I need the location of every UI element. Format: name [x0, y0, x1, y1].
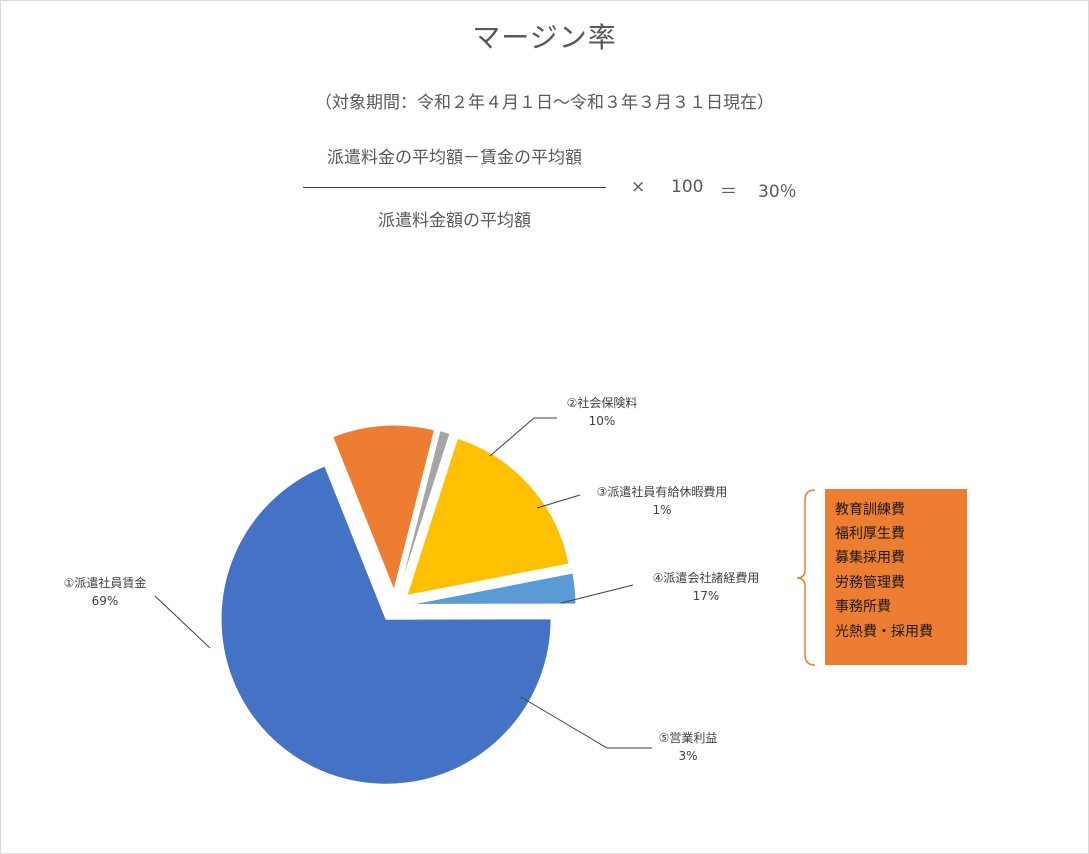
cost-item-2: 福利厚生費: [835, 526, 905, 542]
slice-label-1: ①派遣社員賃金 69%: [40, 574, 170, 610]
chart-title: マージン率: [472, 21, 617, 54]
cost-item-6: 光熱費・採用費: [835, 624, 933, 640]
pie-slice-4: [406, 437, 570, 597]
leader-line-2: [489, 417, 557, 457]
formula-hundred: 100: [671, 177, 704, 197]
formula-equals: ＝: [720, 182, 737, 202]
slice-name-3: ③派遣社員有給休暇費用: [596, 485, 728, 499]
pie-slice-1: [220, 465, 552, 785]
slice-pct-5: 3%: [678, 749, 698, 763]
formula-numerator: 派遣料金の平均額－賃金の平均額: [327, 148, 582, 168]
slice-label-5: ⑤営業利益 3%: [638, 729, 738, 765]
slice-pct-2: 10%: [588, 414, 616, 428]
cost-item-4: 労務管理費: [835, 575, 905, 591]
pie-slice-2: [332, 424, 436, 592]
slice-label-3: ③派遣社員有給休暇費用 1%: [576, 483, 748, 519]
leader-line-5: [520, 696, 652, 749]
leader-line-1: [154, 595, 211, 649]
slice-name-2: ②社会保険料: [566, 396, 638, 410]
slice-name-4: ④派遣会社諸経費用: [652, 571, 760, 585]
cost-item-5: 事務所費: [835, 599, 891, 615]
slice-label-4: ④派遣会社諸経費用 17%: [634, 569, 778, 605]
slice-label-2: ②社会保険料 10%: [543, 394, 661, 430]
leader-line-3: [536, 494, 581, 509]
formula-denominator: 派遣料金額の平均額: [378, 211, 531, 231]
slice-name-1: ①派遣社員賃金: [63, 576, 147, 590]
period-text: （対象期間：令和２年４月１日～令和３年３月３１日現在）: [315, 93, 774, 113]
fraction-line: [303, 187, 606, 188]
cost-item-1: 教育訓練費: [835, 502, 905, 518]
leader-line-4: [560, 584, 634, 604]
cost-bracket: [796, 489, 816, 666]
slice-name-5: ⑤営業利益: [658, 731, 718, 745]
cost-item-3: 募集採用費: [835, 550, 905, 566]
slice-pct-3: 1%: [652, 503, 672, 517]
slice-pct-4: 17%: [692, 589, 720, 603]
formula-result: 30％: [758, 182, 797, 202]
slice-pct-1: 69%: [91, 594, 119, 608]
pie-slice-3: [398, 430, 451, 591]
cost-items-box: 教育訓練費 福利厚生費 募集採用費 労務管理費 事務所費 光熱費・採用費: [825, 489, 967, 665]
pie-slice-5: [410, 572, 577, 605]
formula-times: ×: [631, 177, 646, 197]
